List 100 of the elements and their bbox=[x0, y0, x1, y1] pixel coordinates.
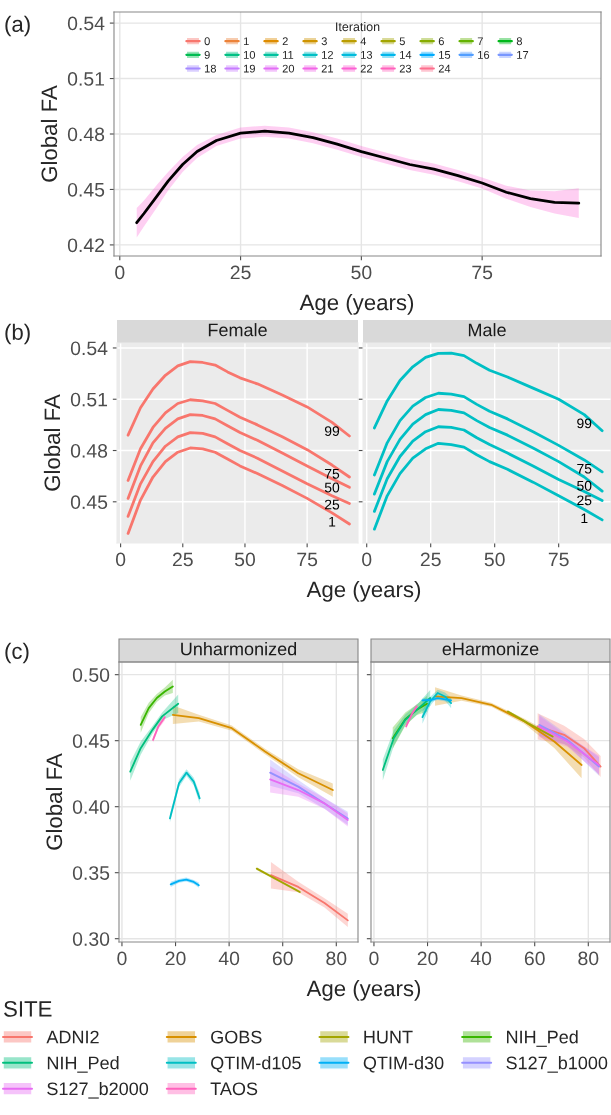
x-tick-label: 0 bbox=[117, 951, 127, 966]
x-tick-label: 50 bbox=[484, 552, 505, 567]
series-label: 1 bbox=[581, 513, 588, 524]
text: (c) bbox=[5, 642, 29, 664]
legend-label: S127_b2000 bbox=[47, 1081, 149, 1099]
series-label: 75 bbox=[325, 469, 340, 479]
x-axis-title: Age (years) bbox=[299, 294, 414, 315]
line-series bbox=[126, 446, 351, 535]
y-tick-label: 0.51 bbox=[70, 392, 108, 407]
legend-label: 8 bbox=[516, 37, 522, 46]
x-tick-label: 0 bbox=[369, 951, 379, 966]
y-tick-label: 0.42 bbox=[67, 238, 104, 253]
y-tick-label: 0.45 bbox=[67, 182, 105, 197]
y-tick-label: 0.45 bbox=[70, 495, 108, 510]
line-series bbox=[171, 713, 334, 791]
line-series bbox=[126, 398, 351, 482]
line-series bbox=[269, 771, 349, 820]
series-label: 50 bbox=[577, 480, 592, 491]
legend-label: S127_b1000 bbox=[506, 1056, 608, 1073]
legend-label: TAOS bbox=[210, 1082, 258, 1096]
series-label: 99 bbox=[577, 418, 592, 429]
x-axis-title: Age (years) bbox=[306, 581, 421, 602]
x-tick-label: 0 bbox=[362, 552, 372, 567]
legend-label: NIH_Ped bbox=[47, 1056, 119, 1073]
text: (b) bbox=[5, 323, 30, 345]
chart-title: Male bbox=[468, 323, 506, 337]
y-axis-title: Global FA bbox=[43, 394, 61, 491]
y-tick-label: 0.30 bbox=[72, 932, 110, 946]
legend-label: QTIM-d30 bbox=[363, 1056, 444, 1073]
legend-label: NIH_Ped bbox=[507, 1030, 578, 1047]
legend-label: 9 bbox=[204, 50, 210, 59]
x-tick-label: 0 bbox=[115, 552, 126, 567]
line-series bbox=[270, 874, 349, 922]
legend-label: 5 bbox=[399, 37, 405, 46]
legend-label: 2 bbox=[282, 37, 288, 46]
legend-label: 16 bbox=[478, 50, 490, 59]
legend-label: HUNT bbox=[364, 1030, 413, 1044]
series-label: 1 bbox=[329, 516, 336, 527]
line-series bbox=[135, 129, 581, 225]
x-tick-label: 25 bbox=[420, 552, 441, 567]
y-axis-title: Global FA bbox=[45, 753, 63, 850]
x-tick-label: 40 bbox=[218, 951, 240, 966]
legend-label: 3 bbox=[321, 37, 327, 46]
legend-label: 10 bbox=[243, 50, 256, 59]
legend-label: 12 bbox=[322, 50, 333, 59]
legend-label: 17 bbox=[517, 51, 529, 59]
legend-label: 15 bbox=[439, 51, 451, 59]
x-tick-label: 50 bbox=[351, 265, 372, 280]
series-label: 25 bbox=[577, 495, 592, 506]
y-tick-label: 0.50 bbox=[72, 668, 110, 682]
y-tick-label: 0.48 bbox=[67, 127, 105, 142]
series-label: 75 bbox=[577, 463, 592, 474]
legend-label: GOBS bbox=[211, 1030, 262, 1044]
y-tick-label: 0.54 bbox=[70, 341, 108, 356]
legend-label: 14 bbox=[400, 51, 412, 59]
x-tick-label: 40 bbox=[470, 951, 492, 966]
y-tick-label: 0.35 bbox=[72, 866, 110, 880]
y-tick-label: 0.54 bbox=[67, 16, 105, 31]
legend-label: 1 bbox=[243, 37, 249, 46]
x-tick-label: 20 bbox=[417, 951, 438, 966]
x-tick-label: 20 bbox=[165, 951, 186, 966]
text: (a) bbox=[5, 15, 30, 37]
legend-label: 0 bbox=[204, 37, 210, 46]
x-tick-label: 25 bbox=[172, 552, 193, 567]
x-tick-label: 25 bbox=[230, 265, 251, 280]
line-series bbox=[129, 702, 180, 773]
legend-label: QTIM-d105 bbox=[211, 1056, 301, 1073]
line-series bbox=[139, 685, 174, 726]
x-tick-label: 75 bbox=[297, 552, 318, 567]
legend-label: ADNI2 bbox=[46, 1030, 99, 1044]
y-tick-label: 0.45 bbox=[72, 734, 110, 748]
x-tick-label: 0 bbox=[115, 265, 125, 280]
y-tick-label: 0.40 bbox=[72, 800, 110, 814]
y-axis-title: Global FA bbox=[40, 85, 58, 182]
legend-label: 18 bbox=[204, 64, 216, 73]
x-tick-label: 60 bbox=[524, 951, 545, 966]
legend-label: 13 bbox=[361, 50, 373, 59]
legend-label: 23 bbox=[399, 64, 412, 73]
x-tick-label: 60 bbox=[272, 951, 293, 966]
x-axis-title: Age (years) bbox=[306, 980, 421, 1001]
line-series bbox=[269, 778, 349, 821]
legend-label: 22 bbox=[360, 64, 373, 73]
legend-label: 24 bbox=[438, 64, 451, 73]
x-tick-label: 80 bbox=[326, 951, 347, 966]
y-tick-label: 0.51 bbox=[67, 72, 105, 86]
legend-label: 20 bbox=[282, 64, 295, 73]
series-label: 99 bbox=[324, 426, 340, 436]
x-tick-label: 80 bbox=[578, 951, 599, 966]
line-series bbox=[126, 413, 351, 500]
chart-title: Unharmonized bbox=[181, 642, 297, 656]
legend-label: 4 bbox=[360, 37, 367, 46]
legend-title: Iteration bbox=[336, 22, 380, 32]
line-series bbox=[126, 360, 351, 438]
x-tick-label: 75 bbox=[472, 265, 493, 280]
series-label: 50 bbox=[324, 482, 340, 493]
x-tick-label: 75 bbox=[548, 552, 569, 567]
legend-label: 21 bbox=[321, 64, 333, 73]
series-label: 25 bbox=[324, 499, 340, 510]
legend-label: 11 bbox=[283, 51, 294, 59]
chart-title: eHarmonize bbox=[442, 642, 539, 656]
